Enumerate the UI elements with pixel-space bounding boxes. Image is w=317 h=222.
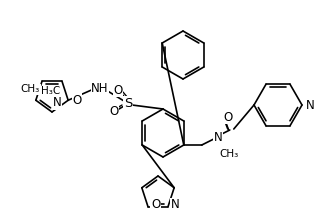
Text: O: O	[72, 94, 81, 107]
Text: N: N	[306, 99, 315, 111]
Text: O: O	[223, 111, 232, 123]
Text: N: N	[171, 198, 180, 211]
Text: O: O	[151, 198, 160, 211]
Text: CH₃: CH₃	[21, 84, 40, 94]
Text: S: S	[124, 97, 132, 109]
Text: H₃C: H₃C	[41, 86, 60, 96]
Text: N: N	[53, 96, 62, 109]
Text: CH₃: CH₃	[220, 149, 239, 159]
Text: O: O	[113, 83, 123, 97]
Text: O: O	[109, 105, 119, 117]
Text: NH: NH	[91, 81, 109, 95]
Text: N: N	[213, 131, 222, 143]
